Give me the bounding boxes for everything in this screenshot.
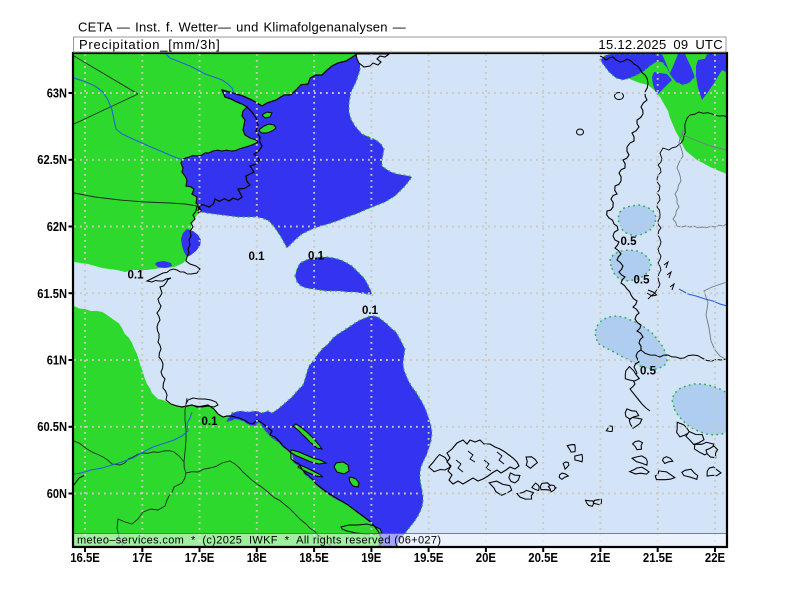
svg-text:16.5E: 16.5E [70, 550, 100, 565]
svg-text:meteo–services.com * (c)2025: meteo–services.com * (c)2025 IWKF * All … [77, 535, 441, 547]
svg-text:61.5N: 61.5N [37, 287, 67, 301]
svg-text:0.5: 0.5 [640, 366, 657, 378]
svg-text:0.1: 0.1 [362, 305, 379, 317]
svg-text:61N: 61N [47, 354, 67, 368]
svg-text:0.5: 0.5 [621, 236, 638, 248]
svg-text:17.5E: 17.5E [185, 550, 215, 565]
svg-text:0.1: 0.1 [202, 416, 219, 428]
svg-text:60N: 60N [47, 487, 67, 501]
svg-text:18.5E: 18.5E [299, 550, 329, 565]
svg-text:21.5E: 21.5E [643, 550, 673, 565]
svg-text:0.1: 0.1 [249, 251, 266, 263]
svg-text:63N: 63N [47, 87, 67, 101]
svg-text:62N: 62N [47, 220, 67, 234]
svg-text:62.5N: 62.5N [37, 153, 67, 167]
svg-text:0.1: 0.1 [128, 270, 145, 282]
svg-text:19.5E: 19.5E [414, 550, 444, 565]
svg-text:20.5E: 20.5E [528, 550, 558, 565]
svg-text:17E: 17E [132, 550, 152, 565]
svg-text:15.12.2025 09 UTC: 15.12.2025 09 UTC [598, 37, 723, 52]
svg-text:Precipitation_[mm/3h]: Precipitation_[mm/3h] [79, 37, 220, 52]
svg-text:60.5N: 60.5N [37, 420, 67, 434]
svg-text:CETA — Inst. f. Wetter— und Kl: CETA — Inst. f. Wetter— und Klimafolgena… [78, 20, 406, 35]
svg-text:22E: 22E [705, 550, 725, 565]
svg-text:0.5: 0.5 [634, 275, 651, 287]
svg-text:21E: 21E [590, 550, 610, 565]
svg-text:20E: 20E [476, 550, 496, 565]
svg-text:19E: 19E [361, 550, 381, 565]
svg-text:18E: 18E [247, 550, 267, 565]
svg-text:0.1: 0.1 [308, 251, 325, 263]
